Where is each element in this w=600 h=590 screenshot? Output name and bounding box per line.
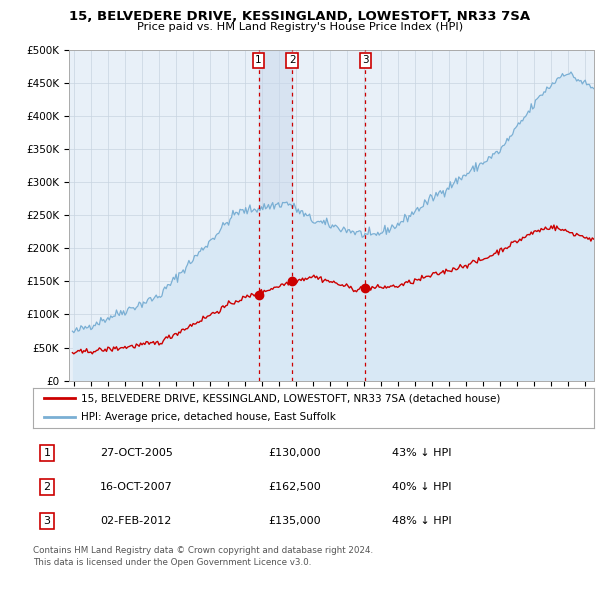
Text: 40% ↓ HPI: 40% ↓ HPI — [392, 482, 452, 491]
Text: £130,000: £130,000 — [269, 448, 321, 458]
Text: 16-OCT-2007: 16-OCT-2007 — [100, 482, 173, 491]
Text: £135,000: £135,000 — [269, 516, 321, 526]
Text: 27-OCT-2005: 27-OCT-2005 — [100, 448, 173, 458]
Text: £162,500: £162,500 — [269, 482, 322, 491]
Text: 2: 2 — [289, 55, 295, 65]
Bar — [259, 50, 292, 381]
Text: Contains HM Land Registry data © Crown copyright and database right 2024.: Contains HM Land Registry data © Crown c… — [33, 546, 373, 555]
Text: 15, BELVEDERE DRIVE, KESSINGLAND, LOWESTOFT, NR33 7SA: 15, BELVEDERE DRIVE, KESSINGLAND, LOWEST… — [70, 10, 530, 23]
Text: 02-FEB-2012: 02-FEB-2012 — [100, 516, 172, 526]
Text: 15, BELVEDERE DRIVE, KESSINGLAND, LOWESTOFT, NR33 7SA (detached house): 15, BELVEDERE DRIVE, KESSINGLAND, LOWEST… — [80, 394, 500, 404]
Text: 43% ↓ HPI: 43% ↓ HPI — [392, 448, 452, 458]
Text: This data is licensed under the Open Government Licence v3.0.: This data is licensed under the Open Gov… — [33, 558, 311, 566]
Text: 3: 3 — [44, 516, 50, 526]
Text: 2: 2 — [43, 482, 50, 491]
Text: 1: 1 — [44, 448, 50, 458]
Text: HPI: Average price, detached house, East Suffolk: HPI: Average price, detached house, East… — [80, 412, 335, 422]
Text: 48% ↓ HPI: 48% ↓ HPI — [392, 516, 452, 526]
Text: 1: 1 — [255, 55, 262, 65]
Text: Price paid vs. HM Land Registry's House Price Index (HPI): Price paid vs. HM Land Registry's House … — [137, 22, 463, 32]
Text: 3: 3 — [362, 55, 369, 65]
